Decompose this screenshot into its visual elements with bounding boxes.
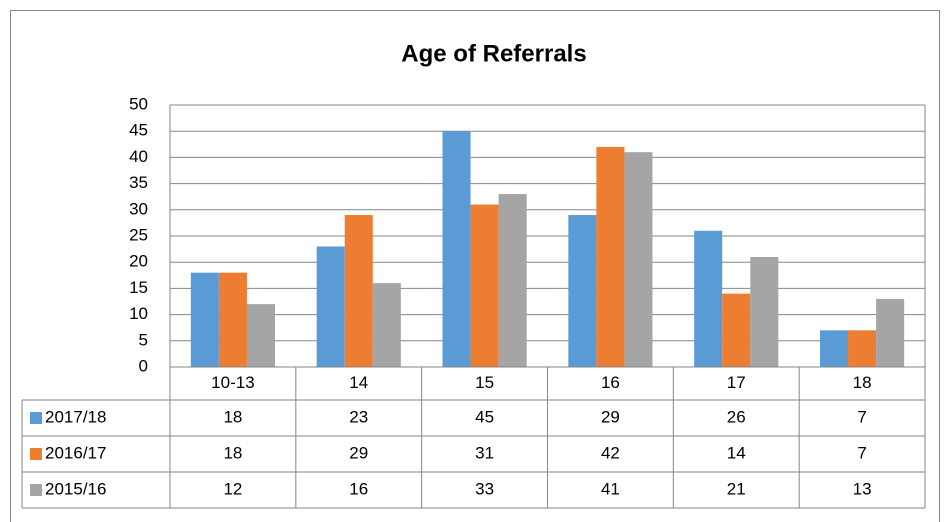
table-value: 18 [223,443,242,462]
table-value: 23 [349,407,368,426]
table-value: 13 [853,479,872,498]
y-tick-label: 50 [129,94,148,113]
y-tick-label: 30 [129,199,148,218]
y-tick-label: 45 [129,121,148,140]
table-value: 42 [601,443,620,462]
legend-key [30,412,42,424]
x-tick-label: 10-13 [211,373,254,392]
table-value: 41 [601,479,620,498]
x-tick-label: 16 [601,373,620,392]
bar [624,152,653,367]
bar [498,194,527,367]
x-tick-label: 18 [853,373,872,392]
bar [344,215,373,367]
bar [246,304,276,367]
y-tick-label: 35 [129,173,148,192]
table-value: 29 [349,443,368,462]
table-value: 7 [857,443,866,462]
y-tick-label: 25 [129,225,148,244]
legend-label: 2015/16 [45,479,106,498]
y-tick-label: 0 [139,356,148,375]
table-value: 12 [223,479,242,498]
bar [190,272,219,367]
bar [848,330,877,367]
legend-key [30,448,42,460]
table-value: 14 [727,443,746,462]
legend-label: 2017/18 [45,407,106,426]
table-value: 7 [857,407,866,426]
table-value: 31 [475,443,494,462]
y-tick-label: 40 [129,147,148,166]
y-tick-label: 20 [129,252,148,271]
bar [876,298,905,367]
y-tick-label: 5 [139,330,148,349]
bar [218,272,247,367]
bar [596,146,625,367]
x-tick-label: 14 [349,373,368,392]
table-value: 26 [727,407,746,426]
bar [694,230,723,367]
table-value: 29 [601,407,620,426]
table-value: 45 [475,407,494,426]
legend-label: 2016/17 [45,443,106,462]
bar [722,293,751,367]
bar [750,256,779,367]
chart-title: Age of Referrals [401,40,586,67]
table-value: 21 [727,479,746,498]
bar [442,131,471,367]
legend-key [30,484,42,496]
bar [568,215,597,367]
y-tick-label: 10 [129,304,148,323]
x-tick-label: 15 [475,373,494,392]
table-value: 18 [223,407,242,426]
bar [372,283,401,367]
x-tick-label: 17 [727,373,746,392]
bar [470,204,499,367]
bar [819,330,849,367]
bar [316,246,345,367]
table-value: 16 [349,479,368,498]
y-tick-label: 15 [129,278,148,297]
table-value: 33 [475,479,494,498]
